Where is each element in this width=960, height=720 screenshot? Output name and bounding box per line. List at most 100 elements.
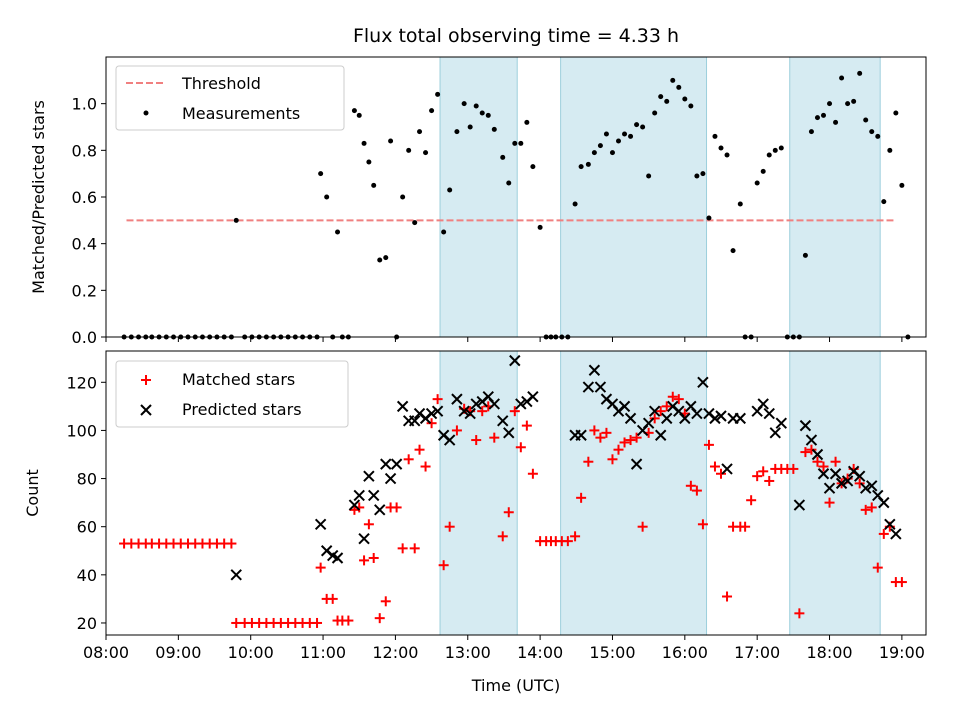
cross-b bbox=[488, 398, 501, 410]
predicted-point bbox=[353, 489, 365, 502]
cross-b bbox=[630, 458, 643, 470]
measurement-point bbox=[479, 110, 485, 116]
predicted-point bbox=[390, 458, 403, 470]
top-ytick-label: 1.0 bbox=[72, 95, 97, 114]
measurement-point bbox=[778, 145, 784, 151]
observing-window-2 bbox=[560, 56, 708, 338]
predicted-point bbox=[588, 364, 601, 376]
matched-point bbox=[703, 439, 714, 450]
cross-b bbox=[582, 381, 595, 393]
cross-b bbox=[358, 533, 370, 545]
xtick-label: 15:00 bbox=[589, 643, 635, 662]
matched-point bbox=[601, 427, 612, 438]
matched-point bbox=[343, 615, 354, 626]
predicted-point bbox=[348, 499, 361, 511]
matched-point bbox=[758, 466, 769, 477]
bottom-plot-frame bbox=[105, 350, 927, 636]
cross-b bbox=[515, 398, 527, 410]
matched-point bbox=[444, 521, 455, 532]
predicted-point bbox=[503, 427, 515, 439]
measurement-point bbox=[833, 119, 839, 125]
matched-point bbox=[359, 555, 370, 566]
predicted-point bbox=[841, 475, 854, 487]
cross-b bbox=[331, 552, 344, 564]
predicted-point bbox=[374, 504, 386, 516]
measurement-point bbox=[802, 252, 808, 258]
matched-point bbox=[788, 463, 799, 474]
matched-point bbox=[432, 394, 443, 405]
cross-b bbox=[853, 470, 866, 482]
matched-point bbox=[896, 577, 907, 588]
measurement-point bbox=[724, 152, 730, 158]
bottom-ytick-label: 40 bbox=[77, 566, 97, 585]
predicted-point bbox=[769, 427, 781, 439]
measurement-point bbox=[500, 154, 506, 160]
measurement-point bbox=[485, 112, 491, 118]
cross-b bbox=[734, 412, 747, 425]
measurement-point bbox=[845, 101, 851, 107]
measurement-point bbox=[371, 182, 377, 188]
top-series bbox=[121, 70, 911, 340]
cross-b bbox=[367, 489, 380, 502]
cross-b bbox=[314, 518, 327, 530]
cross-b bbox=[799, 419, 812, 432]
cross-b bbox=[363, 470, 375, 482]
cross-b bbox=[396, 400, 409, 413]
matched-point bbox=[800, 447, 811, 458]
observing-window-3 bbox=[789, 350, 881, 636]
matched-point bbox=[231, 617, 242, 628]
measurement-point bbox=[233, 217, 239, 223]
predicted-point bbox=[835, 477, 848, 490]
cross-b bbox=[497, 415, 509, 427]
top-ytick-label: 0.8 bbox=[72, 141, 97, 160]
matched-point bbox=[854, 478, 865, 489]
matched-point bbox=[562, 536, 573, 547]
observing-window-1 bbox=[439, 56, 518, 338]
matched-point bbox=[527, 468, 538, 479]
measurement-point bbox=[712, 133, 718, 139]
matched-point bbox=[818, 461, 829, 472]
matched-point bbox=[315, 562, 326, 573]
measurement-point bbox=[473, 103, 479, 109]
measurement-point bbox=[766, 152, 772, 158]
matched-point bbox=[691, 485, 702, 496]
cross-b bbox=[374, 504, 386, 516]
measurement-point bbox=[530, 164, 536, 170]
measurement-point bbox=[869, 129, 875, 135]
legend-matched-label: Matched stars bbox=[182, 370, 295, 389]
predicted-point bbox=[384, 472, 397, 485]
cross-b bbox=[624, 412, 637, 425]
matched-point bbox=[619, 437, 630, 448]
cross-b bbox=[600, 393, 613, 405]
matched-point bbox=[570, 531, 581, 542]
predicted-point bbox=[853, 470, 866, 482]
top-legend: Threshold Measurements bbox=[115, 65, 345, 131]
matched-point bbox=[521, 420, 532, 431]
cross-b bbox=[443, 434, 456, 446]
predicted-point bbox=[630, 458, 643, 470]
measurement-point bbox=[622, 131, 628, 137]
cross-b bbox=[140, 404, 152, 416]
cross-b bbox=[721, 463, 733, 475]
measurement-point bbox=[597, 143, 603, 149]
cross-b bbox=[431, 405, 444, 417]
cross-b bbox=[320, 545, 333, 557]
predicted-point bbox=[425, 407, 438, 420]
measurement-point bbox=[591, 150, 597, 156]
cross-b bbox=[817, 468, 830, 480]
predicted-point bbox=[331, 552, 344, 564]
matched-point bbox=[368, 552, 379, 563]
predicted-point bbox=[890, 528, 902, 540]
matched-point bbox=[685, 480, 696, 491]
matched-point bbox=[397, 543, 408, 554]
cross-b bbox=[691, 407, 703, 420]
matched-point bbox=[716, 468, 726, 479]
cross-b bbox=[413, 407, 426, 420]
matched-point bbox=[740, 521, 751, 532]
cross-b bbox=[769, 427, 781, 439]
cross-b bbox=[353, 489, 365, 502]
matched-point bbox=[426, 418, 437, 429]
top-ytick-label: 0.6 bbox=[72, 188, 97, 207]
measurement-point bbox=[670, 77, 676, 83]
measurement-point bbox=[718, 145, 724, 151]
